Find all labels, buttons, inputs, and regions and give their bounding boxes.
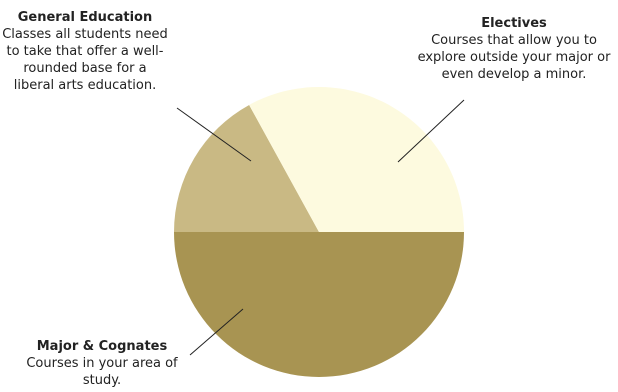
callout-general-education: General Education Classes all students n…	[2, 9, 168, 94]
slice-description-electives: Courses that allow you to explore outsid…	[417, 33, 611, 82]
callout-major-cognates: Major & Cognates Courses in your area of…	[22, 338, 182, 389]
pie-slice-general-education	[249, 87, 464, 232]
slice-label-electives: Electives	[481, 16, 547, 31]
pie-slice-electives	[174, 104, 319, 232]
slice-description-major-cognates: Courses in your area of study.	[26, 356, 178, 388]
slice-description-general-education: Classes all students need to take that o…	[2, 27, 168, 93]
slice-label-general-education: General Education	[17, 10, 153, 25]
leader-lines	[176, 99, 465, 356]
leader-line-general-education	[176, 107, 252, 162]
leader-line-electives	[397, 99, 465, 163]
pie-slices	[174, 87, 464, 377]
slice-label-major-cognates: Major & Cognates	[36, 339, 168, 354]
pie-slice-major-cognates	[174, 232, 464, 377]
callout-electives: Electives Courses that allow you to expl…	[414, 15, 614, 83]
leader-line-major-cognates	[189, 308, 244, 356]
